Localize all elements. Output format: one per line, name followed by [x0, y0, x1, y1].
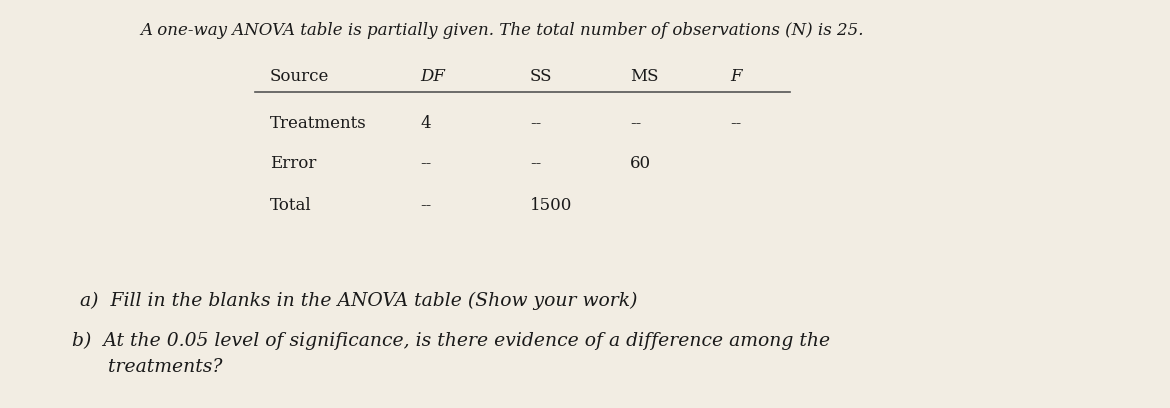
- Text: --: --: [629, 115, 641, 132]
- Text: 60: 60: [629, 155, 652, 172]
- Text: Error: Error: [270, 155, 316, 172]
- Text: treatments?: treatments?: [73, 358, 222, 376]
- Text: Treatments: Treatments: [270, 115, 366, 132]
- Text: b)  At the 0.05 level of significance, is there evidence of a difference among t: b) At the 0.05 level of significance, is…: [73, 332, 831, 350]
- Text: --: --: [530, 155, 542, 172]
- Text: --: --: [420, 197, 432, 214]
- Text: 4: 4: [420, 115, 431, 132]
- Text: A one-way ANOVA table is partially given. The total number of observations (N) i: A one-way ANOVA table is partially given…: [140, 22, 863, 39]
- Text: 1500: 1500: [530, 197, 572, 214]
- Text: DF: DF: [420, 68, 445, 85]
- Text: --: --: [730, 115, 742, 132]
- Text: --: --: [530, 115, 542, 132]
- Text: MS: MS: [629, 68, 659, 85]
- Text: --: --: [420, 155, 432, 172]
- Text: Source: Source: [270, 68, 330, 85]
- Text: Total: Total: [270, 197, 311, 214]
- Text: a)  Fill in the blanks in the ANOVA table (Show your work): a) Fill in the blanks in the ANOVA table…: [80, 292, 638, 310]
- Text: F: F: [730, 68, 742, 85]
- Text: SS: SS: [530, 68, 552, 85]
